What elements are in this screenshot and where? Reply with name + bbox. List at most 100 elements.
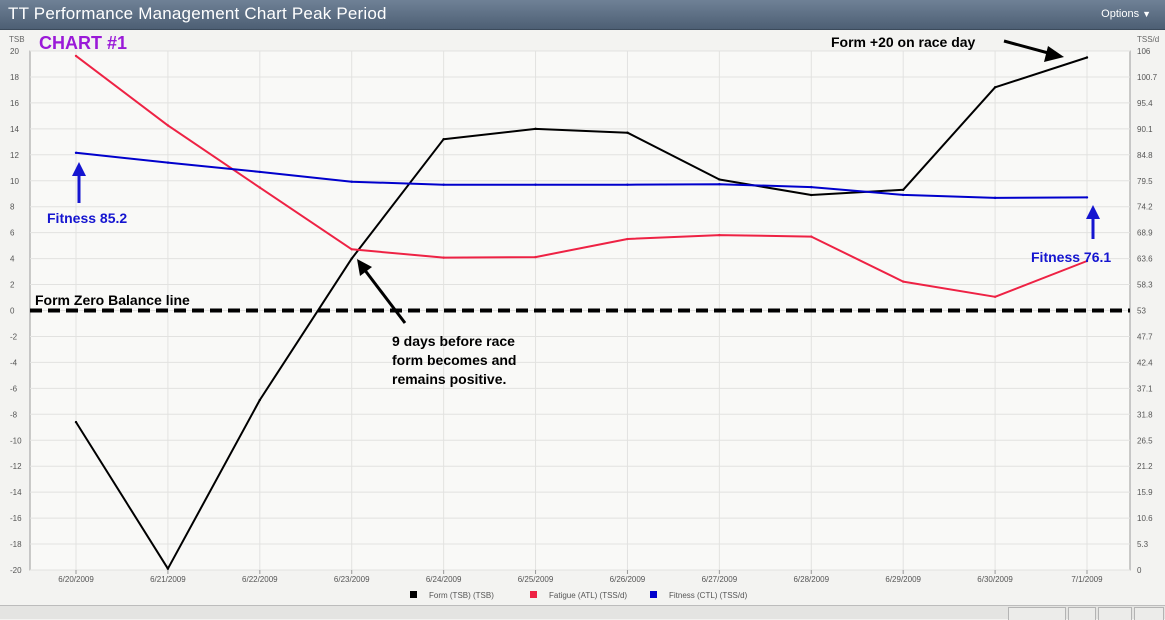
data-point-form: [258, 398, 262, 402]
data-point-fitness: [993, 196, 997, 200]
options-label: Options: [1101, 8, 1140, 20]
note-line-1: 9 days before race: [392, 333, 515, 349]
legend-label-fatigue: Fatigue (ATL) (TSS/d): [549, 591, 627, 600]
y-tick-label-left: 18: [10, 73, 19, 82]
y-tick-label-left: 2: [10, 281, 15, 290]
x-tick-label: 6/28/2009: [793, 575, 829, 584]
data-point-form: [718, 178, 721, 181]
chevron-down-icon: ▼: [1142, 9, 1151, 19]
data-point-form: [350, 257, 353, 260]
data-point-form: [74, 420, 78, 424]
data-point-fatigue: [166, 124, 170, 127]
x-tick-label: 6/27/2009: [702, 575, 738, 584]
y-tick-label-right: 37.1: [1137, 384, 1153, 393]
legend-swatch-fitness: [650, 591, 657, 598]
y-tick-label-right: 68.9: [1137, 229, 1153, 238]
x-tick-label: 6/22/2009: [242, 575, 278, 584]
footer-button-4[interactable]: [1134, 607, 1164, 620]
y-tick-label-right: 42.4: [1137, 358, 1153, 367]
window-title: TT Performance Management Chart Peak Per…: [8, 4, 387, 23]
y-tick-label-right: 84.8: [1137, 151, 1153, 160]
y-tick-label-right: 95.4: [1137, 99, 1153, 108]
chart-area: 20 18 16 14 12 10 8 6 4 2 0 -2 -4 -6 -8 -10 -12 -14 -16 -18…: [0, 30, 1165, 606]
data-point-fitness: [74, 151, 78, 155]
y-tick-label-left: 12: [10, 151, 19, 160]
data-point-fatigue: [718, 233, 721, 237]
data-point-fatigue: [626, 237, 629, 241]
y-tick-label-left: 10: [10, 177, 19, 186]
data-point-form: [626, 131, 629, 134]
right-axis-label: TSS/d: [1137, 35, 1159, 44]
y-tick-label-right: 106: [1137, 47, 1151, 56]
y-tick-label-right: 63.6: [1137, 255, 1153, 264]
x-tick-label: 6/20/2009: [58, 575, 94, 584]
y-tick-label-left: -4: [10, 358, 18, 367]
y-tick-label-right: 53: [1137, 307, 1146, 316]
form-race-day-label: Form +20 on race day: [831, 34, 976, 50]
status-footer: [0, 605, 1165, 620]
y-tick-label-right: 58.3: [1137, 281, 1153, 290]
window-titlebar: TT Performance Management Chart Peak Per…: [0, 0, 1165, 30]
data-point-form: [901, 188, 905, 192]
y-tick-label-right: 47.7: [1137, 332, 1153, 341]
series-line-form: [75, 56, 1088, 570]
legend-swatch-fatigue: [530, 591, 537, 598]
x-tick-label: 6/21/2009: [150, 575, 186, 584]
y-tick-label-left: 20: [10, 47, 19, 56]
y-tick-label-left: -18: [10, 540, 22, 549]
legend-label-fitness: Fitness (CTL) (TSS/d): [669, 591, 748, 600]
y-tick-label-left: -10: [10, 436, 22, 445]
data-point-fatigue: [74, 54, 78, 58]
y-tick-label-right: 0: [1137, 566, 1142, 575]
data-point-form: [534, 127, 537, 131]
y-tick-label-left: -16: [10, 514, 22, 523]
y-tick-label-left: 4: [10, 255, 15, 264]
y-tick-label-left: 0: [10, 307, 15, 316]
y-tick-label-right: 15.9: [1137, 488, 1153, 497]
y-tick-label-left: -20: [10, 566, 22, 575]
y-tick-label-left: 6: [10, 229, 15, 238]
x-tick-label: 6/30/2009: [977, 575, 1013, 584]
y-tick-label-left: -12: [10, 462, 22, 471]
y-tick-label-left: 14: [10, 125, 19, 134]
x-tick-label: 6/23/2009: [334, 575, 370, 584]
y-tick-label-right: 10.6: [1137, 514, 1153, 523]
fitness-end-label: Fitness 76.1: [1031, 249, 1111, 265]
data-point-form: [442, 138, 445, 141]
data-point-fatigue: [1085, 259, 1089, 263]
x-tick-label: 6/29/2009: [885, 575, 921, 584]
y-tick-label-right: 5.3: [1137, 540, 1149, 549]
data-point-fatigue: [258, 186, 262, 189]
race-day-arrow: [1003, 39, 1064, 62]
y-tick-label-left: -2: [10, 332, 18, 341]
performance-chart: 20181614121086420-2-4-6-8-10-12-14-16-18…: [9, 33, 1159, 600]
y-tick-label-right: 26.5: [1137, 436, 1153, 445]
y-tick-label-left: 8: [10, 203, 15, 212]
fitness-start-arrow: [72, 162, 86, 203]
y-tick-label-left: -14: [10, 488, 22, 497]
y-tick-label-right: 31.8: [1137, 410, 1153, 419]
options-menu-button[interactable]: Options ▼: [1101, 8, 1151, 20]
legend-label-form: Form (TSB) (TSB): [429, 591, 494, 600]
note-line-2: form becomes and: [392, 352, 516, 368]
data-point-fitness: [350, 180, 353, 183]
y-tick-label-right: 21.2: [1137, 462, 1153, 471]
left-axis-label: TSB: [9, 35, 25, 44]
data-point-form: [1085, 56, 1089, 59]
data-point-fatigue: [534, 255, 537, 259]
data-point-fatigue: [993, 295, 997, 298]
data-point-fitness: [166, 161, 170, 164]
y-tick-label-left: -6: [10, 384, 18, 393]
data-point-fitness: [442, 183, 445, 186]
y-tick-label-right: 100.7: [1137, 73, 1158, 82]
data-point-fatigue: [350, 248, 353, 251]
x-tick-label: 6/26/2009: [610, 575, 646, 584]
footer-button-2[interactable]: [1068, 607, 1096, 620]
footer-button-1[interactable]: [1008, 607, 1066, 620]
footer-button-3[interactable]: [1098, 607, 1132, 620]
data-point-form: [993, 86, 997, 89]
fitness-start-label: Fitness 85.2: [47, 210, 127, 226]
data-point-fitness: [534, 183, 537, 186]
y-tick-label-right: 79.5: [1137, 177, 1153, 186]
data-point-fitness: [626, 183, 629, 186]
